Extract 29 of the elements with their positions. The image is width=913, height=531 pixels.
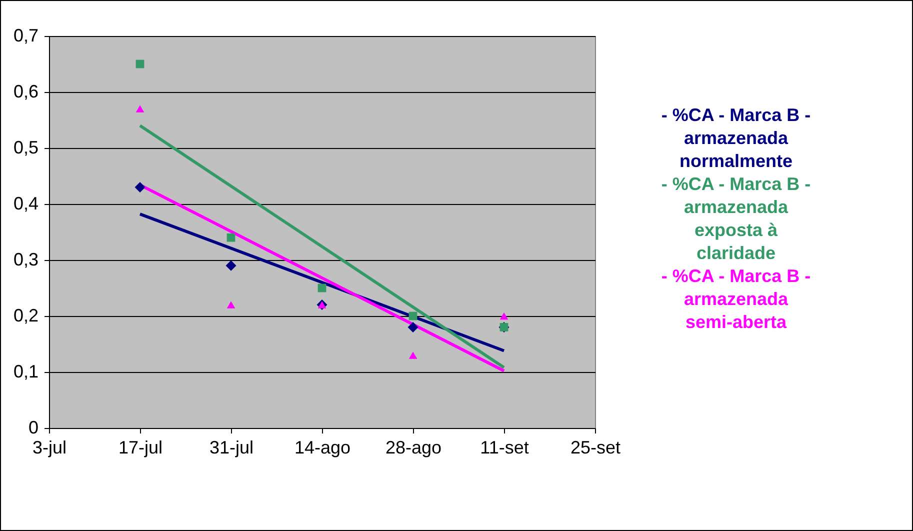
point [226, 301, 236, 308]
point [318, 284, 326, 292]
y-tick-label: 0,1 [13, 362, 38, 382]
point [500, 312, 508, 320]
y-tick-label: 0,2 [13, 306, 38, 326]
x-tick-label: 3-jul [32, 438, 67, 458]
x-tick-label: 17-jul [118, 438, 163, 458]
point [408, 322, 418, 332]
y-tick-label: 0,7 [13, 26, 38, 46]
y-tick-label: 0,6 [13, 82, 38, 102]
point [136, 105, 144, 112]
y-tick-label: 0,5 [13, 138, 38, 158]
x-tick-label: 11-set [480, 438, 529, 458]
point [408, 312, 418, 320]
point [134, 182, 146, 192]
x-tick-label: 25-set [570, 438, 621, 458]
x-tick-label: 14-ago [294, 438, 351, 458]
point [226, 233, 236, 242]
text: - %CA - Marca B - armazenada normalmente [661, 105, 811, 171]
text: - %CA - Marca B - armazenada semi-aberta [661, 266, 811, 332]
point [408, 352, 418, 359]
y-tick-label: 0,4 [13, 194, 38, 214]
text: - %CA - Marca B - armazenada exposta à claridade [661, 174, 811, 263]
y-tick-label: 0 [28, 418, 38, 438]
y-tick-label: 0,3 [13, 250, 38, 270]
x-tick-label: 28-ago [385, 438, 442, 458]
x-tick-label: 31-jul [209, 438, 254, 458]
point [226, 260, 236, 271]
point [136, 60, 144, 68]
